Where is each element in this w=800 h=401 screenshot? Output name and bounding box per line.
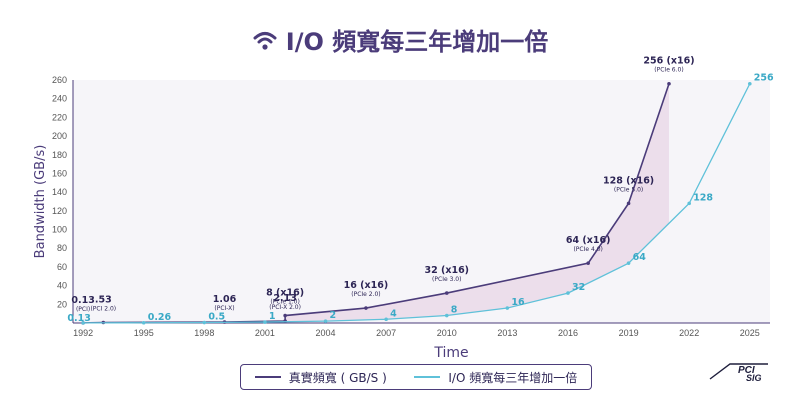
series-1-point (687, 201, 691, 206)
x-tick-label: 1998 (194, 328, 214, 338)
x-tick-label: 2025 (740, 328, 760, 338)
series-0-point (444, 291, 449, 295)
y-tick-label: 60 (57, 262, 67, 272)
actual-generation-label: (PCI 2.0) (90, 306, 116, 313)
series-1-point (263, 320, 267, 324)
series-1-point (81, 321, 85, 325)
series-1-point (505, 306, 510, 310)
actual-data-label: 128 (x16) (603, 175, 654, 186)
x-tick-label: 1992 (73, 328, 93, 338)
y-axis-title: Bandwidth (GB/s) (33, 145, 48, 259)
y-tick-label: 80 (57, 243, 67, 253)
x-tick-label: 2007 (376, 328, 396, 338)
y-tick-label: 140 (52, 187, 67, 197)
legend-label-doubling: I/O 頻寬每三年增加一倍 (448, 370, 578, 385)
y-tick-label: 160 (52, 168, 67, 178)
doubling-data-label: 0.13 (67, 313, 90, 324)
x-tick-label: 2022 (679, 328, 699, 338)
y-tick-label: 200 (52, 131, 67, 141)
series-line-1 (83, 83, 751, 324)
actual-generation-label: (PCIe 1.0) (270, 299, 299, 306)
series-1-point (747, 81, 752, 86)
pci-sig-logo: PCI SIG (709, 363, 768, 383)
series-0-point (667, 81, 671, 86)
series-1-point (141, 320, 146, 325)
actual-generation-label: (PCIe 5.0) (614, 186, 643, 193)
doubling-data-label: 1 (269, 311, 276, 322)
y-tick-label: 20 (57, 299, 67, 309)
doubling-data-label: 16 (511, 297, 525, 308)
doubling-data-label: 4 (390, 308, 397, 319)
legend-item-doubling: I/O 頻寬每三年增加一倍 (414, 369, 577, 386)
y-tick-label: 240 (52, 94, 67, 104)
y-tick-label: 100 (52, 225, 67, 235)
y-tick-label: 40 (57, 281, 67, 291)
actual-data-label: 256 (x16) (643, 56, 694, 67)
actual-data-label: 2.13 (273, 293, 296, 304)
x-tick-label: 2001 (255, 328, 275, 338)
doubling-data-label: 0.5 (208, 312, 225, 323)
actual-generation-label: (PCIe 2.0) (351, 291, 380, 298)
x-tick-label: 2004 (316, 328, 336, 338)
svg-text:PCI: PCI (738, 365, 755, 376)
legend-label-actual: 真實頻寬 ( GB/S ) (288, 370, 387, 385)
actual-data-label: .53 (95, 295, 112, 306)
series-0-point (364, 306, 368, 310)
y-tick-label: 120 (52, 206, 67, 216)
y-tick-label: 180 (52, 150, 67, 160)
legend-item-actual: 真實頻寬 ( GB/S ) (254, 369, 387, 386)
actual-generation-label: (PCIe 3.0) (432, 276, 461, 283)
actual-generation-label: (PCI-X) (214, 305, 234, 312)
series-1-point (566, 291, 570, 295)
series-1-point (626, 261, 631, 265)
series-1-point (384, 317, 388, 322)
doubling-data-label: 2 (330, 310, 337, 321)
actual-data-label: 1.06 (213, 294, 237, 305)
actual-generation-label: (PCIe 6.0) (654, 67, 683, 74)
x-tick-label: 1995 (134, 328, 154, 338)
x-tick-label: 2010 (437, 328, 457, 338)
y-tick-label: 260 (52, 75, 67, 85)
doubling-data-label: 0.26 (148, 312, 172, 323)
series-0-point (586, 261, 590, 265)
x-tick-label: 2013 (497, 328, 517, 338)
doubling-data-label: 8 (451, 305, 458, 316)
wifi-icon (252, 27, 278, 53)
actual-data-label: 16 (x16) (344, 280, 389, 291)
actual-generation-label: (PCIe 4.0) (573, 246, 602, 253)
legend-swatch-doubling (414, 376, 441, 378)
x-axis-title: Time (433, 345, 468, 361)
actual-generation-label: (PCI-X 2.0) (269, 304, 301, 311)
series-1-point (444, 313, 449, 318)
doubling-data-label: 128 (693, 192, 713, 203)
series-0-point (283, 313, 287, 318)
doubling-data-label: 64 (633, 252, 647, 263)
actual-data-label: 8 (x16) (266, 288, 304, 299)
actual-data-label: 0.13 (71, 295, 94, 306)
chart-title: I/O 頻寬每三年增加一倍 (285, 28, 549, 56)
y-tick-label: 220 (52, 112, 67, 122)
doubling-data-label: 256 (754, 73, 774, 84)
x-tick-label: 2016 (558, 328, 578, 338)
series-0-point (626, 201, 631, 206)
actual-data-label: 64 (x16) (566, 235, 611, 246)
x-tick-label: 2019 (619, 328, 639, 338)
chart-title-block: I/O 頻寬每三年增加一倍 (0, 22, 800, 57)
actual-generation-label: (PCI) (76, 306, 90, 313)
series-1-point (323, 319, 328, 323)
doubling-data-label: 32 (572, 282, 585, 293)
legend-swatch-actual (254, 376, 281, 378)
actual-data-label: 32 (x16) (424, 265, 469, 276)
svg-text:SIG: SIG (746, 373, 762, 383)
chart-legend: 真實頻寬 ( GB/S ) I/O 頻寬每三年增加一倍 (240, 364, 592, 390)
series-1-point (202, 320, 207, 325)
